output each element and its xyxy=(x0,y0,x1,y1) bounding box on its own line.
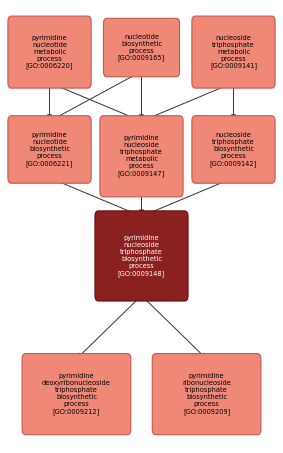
Text: pyrimidine
nucleotide
biosynthetic
process
[GO:0006221]: pyrimidine nucleotide biosynthetic proce… xyxy=(26,132,73,167)
FancyBboxPatch shape xyxy=(192,16,275,88)
FancyBboxPatch shape xyxy=(192,116,275,183)
FancyBboxPatch shape xyxy=(8,16,91,88)
Text: pyrimidine
deoxyribonucleoside
triphosphate
biosynthetic
process
[GO:0009212]: pyrimidine deoxyribonucleoside triphosph… xyxy=(42,373,111,415)
FancyBboxPatch shape xyxy=(95,211,188,301)
FancyBboxPatch shape xyxy=(22,353,131,435)
Text: pyrimidine
ribonucleoside
triphosphate
biosynthetic
process
[GO:0009209]: pyrimidine ribonucleoside triphosphate b… xyxy=(182,373,231,415)
Text: nucleoside
triphosphate
metabolic
process
[GO:0009141]: nucleoside triphosphate metabolic proces… xyxy=(210,35,257,69)
FancyBboxPatch shape xyxy=(100,116,183,197)
Text: nucleotide
biosynthetic
process
[GO:0009165]: nucleotide biosynthetic process [GO:0009… xyxy=(118,34,165,62)
FancyBboxPatch shape xyxy=(104,18,180,77)
Text: pyrimidine
nucleoside
triphosphate
biosynthetic
process
[GO:0009148]: pyrimidine nucleoside triphosphate biosy… xyxy=(118,235,165,277)
FancyBboxPatch shape xyxy=(152,353,261,435)
Text: pyrimidine
nucleotide
metabolic
process
[GO:0006220]: pyrimidine nucleotide metabolic process … xyxy=(26,35,73,69)
FancyBboxPatch shape xyxy=(8,116,91,183)
Text: nucleoside
triphosphate
biosynthetic
process
[GO:0009142]: nucleoside triphosphate biosynthetic pro… xyxy=(210,132,257,167)
Text: pyrimidine
nucleoside
triphosphate
metabolic
process
[GO:0009147]: pyrimidine nucleoside triphosphate metab… xyxy=(118,135,165,177)
